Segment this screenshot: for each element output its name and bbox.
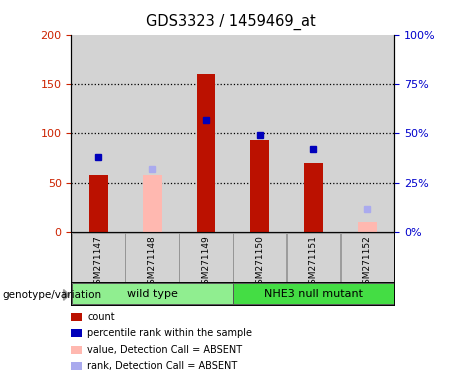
Text: GDS3323 / 1459469_at: GDS3323 / 1459469_at xyxy=(146,13,315,30)
Text: genotype/variation: genotype/variation xyxy=(2,290,101,300)
Text: NHE3 null mutant: NHE3 null mutant xyxy=(264,289,363,299)
Text: value, Detection Call = ABSENT: value, Detection Call = ABSENT xyxy=(87,345,242,355)
FancyBboxPatch shape xyxy=(233,283,394,305)
Text: percentile rank within the sample: percentile rank within the sample xyxy=(87,328,252,338)
Text: count: count xyxy=(87,312,115,322)
FancyBboxPatch shape xyxy=(179,233,233,282)
Bar xyxy=(143,175,161,232)
FancyBboxPatch shape xyxy=(341,233,394,282)
Text: rank, Detection Call = ABSENT: rank, Detection Call = ABSENT xyxy=(87,361,237,371)
Bar xyxy=(304,163,323,232)
Bar xyxy=(358,222,377,232)
Text: wild type: wild type xyxy=(127,289,177,299)
FancyBboxPatch shape xyxy=(287,233,340,282)
FancyBboxPatch shape xyxy=(125,233,179,282)
Bar xyxy=(196,74,215,232)
Text: GSM271148: GSM271148 xyxy=(148,235,157,290)
FancyBboxPatch shape xyxy=(71,283,233,305)
Text: GSM271150: GSM271150 xyxy=(255,235,264,290)
Text: GSM271151: GSM271151 xyxy=(309,235,318,290)
Text: GSM271152: GSM271152 xyxy=(363,235,372,290)
Text: GSM271149: GSM271149 xyxy=(201,235,210,290)
Bar xyxy=(250,141,269,232)
Polygon shape xyxy=(64,290,69,300)
FancyBboxPatch shape xyxy=(71,233,125,282)
Text: GSM271147: GSM271147 xyxy=(94,235,103,290)
FancyBboxPatch shape xyxy=(233,233,286,282)
Bar xyxy=(89,175,108,232)
